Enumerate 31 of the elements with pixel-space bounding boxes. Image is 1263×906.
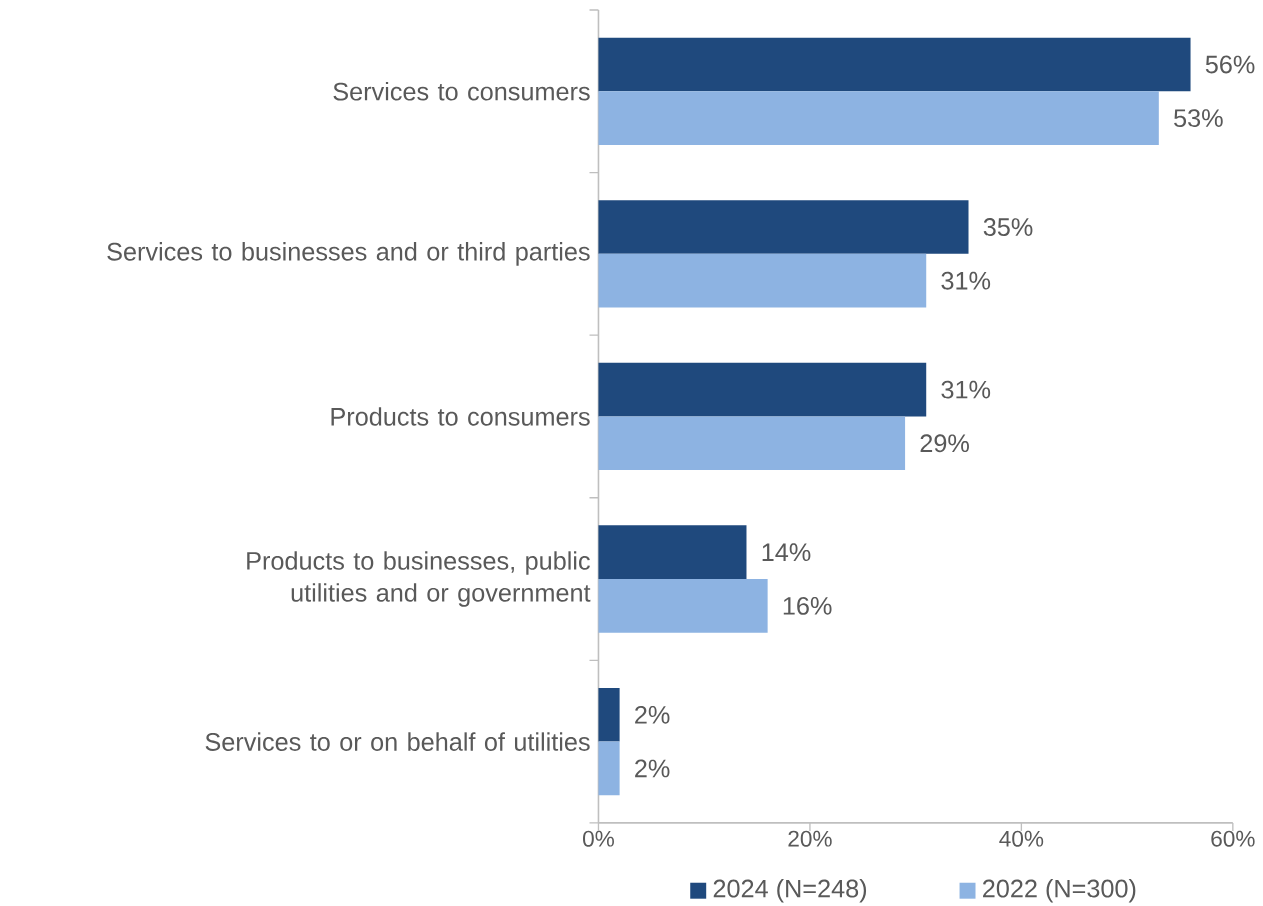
bar: [598, 525, 747, 580]
bar: [598, 91, 1159, 146]
data-label: 31%: [941, 271, 991, 290]
data-label: 35%: [983, 218, 1033, 237]
data-label: 14%: [762, 543, 811, 562]
y-tick-label: Services to businesses and or third parties: [107, 242, 590, 266]
y-tick-label: Services to or on behalf of utilities: [205, 732, 590, 752]
y-tick-label: Products to businesses, public utilities and or government: [247, 551, 591, 607]
x-tick-label: 0%: [583, 830, 614, 847]
bar: [598, 362, 927, 417]
legend-label: 2024 (N=248): [713, 879, 867, 903]
bar: [598, 416, 906, 471]
data-label: 16%: [783, 597, 832, 615]
bar: [598, 37, 1191, 92]
legend-label: 2022 (N=300): [983, 879, 1136, 903]
x-tick-label: 20%: [788, 830, 832, 847]
bar: [598, 254, 927, 308]
bar: [598, 741, 620, 796]
bar: [598, 688, 620, 742]
data-label: 2%: [635, 759, 670, 778]
y-tick-label: Products to consumers: [331, 407, 590, 426]
data-label: 29%: [920, 434, 969, 453]
x-tick-label: 40%: [999, 830, 1044, 847]
data-label: 2%: [635, 706, 670, 724]
bar: [598, 579, 768, 633]
x-tick-label: 60%: [1211, 830, 1255, 847]
data-label: 56%: [1205, 55, 1255, 74]
y-tick-label: Services to consumers: [333, 82, 590, 101]
data-label: 53%: [1174, 109, 1223, 128]
data-label: 31%: [941, 380, 991, 399]
bar: [598, 200, 969, 255]
